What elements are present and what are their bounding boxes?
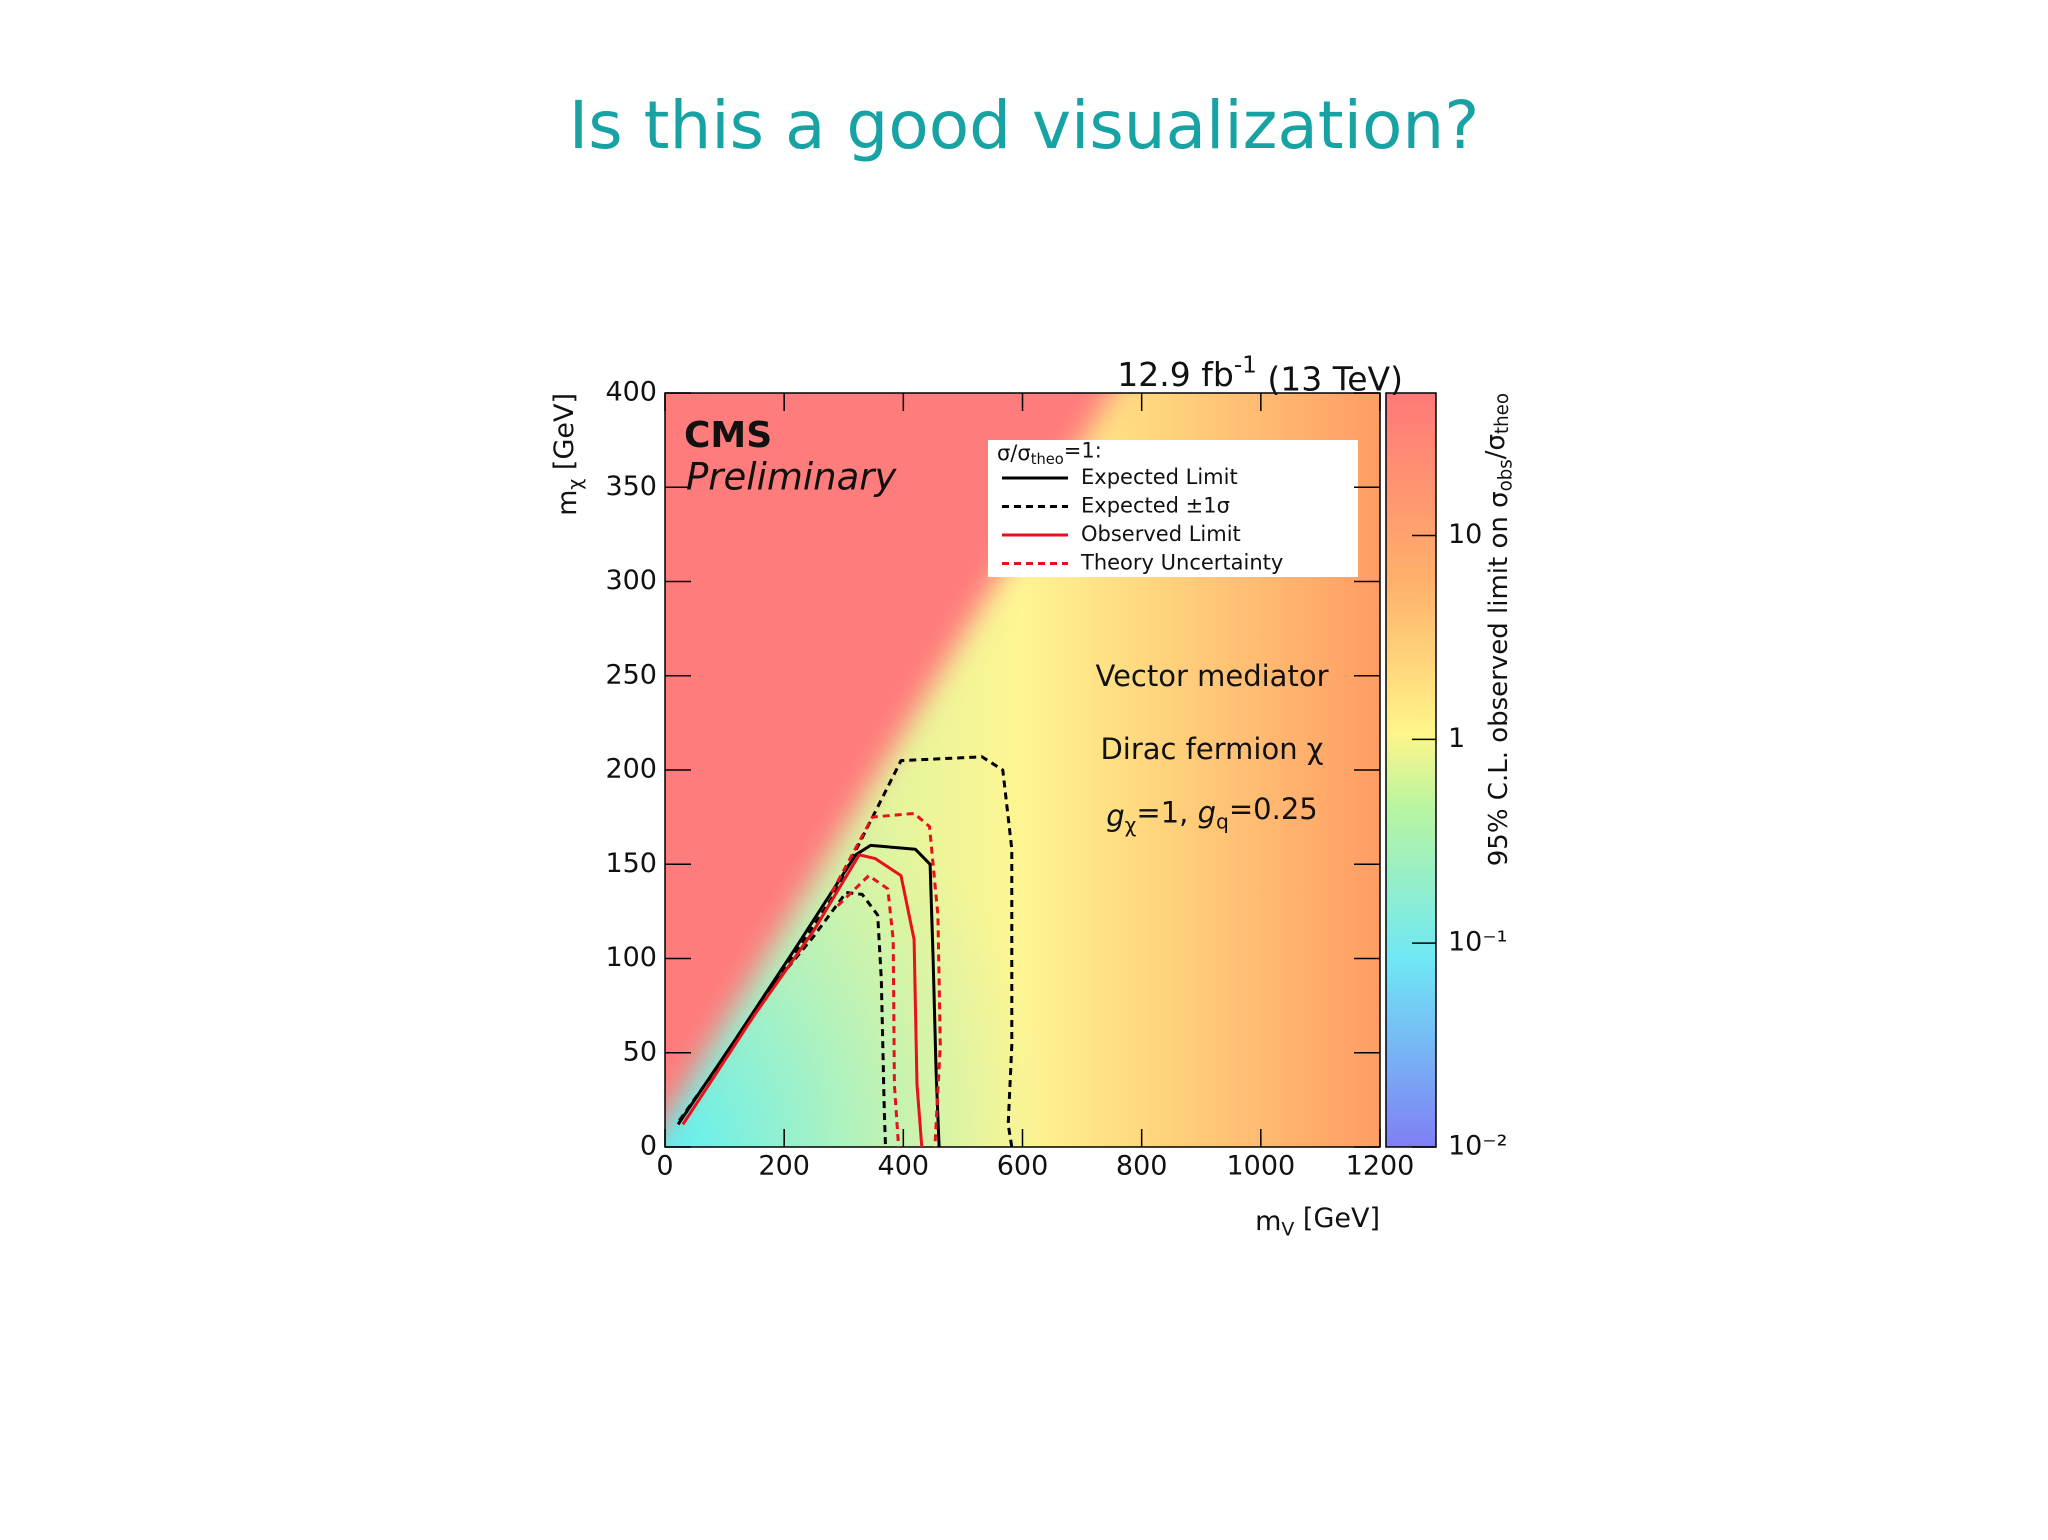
colorbar-label-part: theo: [1492, 393, 1513, 434]
annotation-part: Vector mediator: [1096, 659, 1329, 693]
x-tick-label: 1000: [1226, 1151, 1295, 1182]
legend-label: Expected ±1σ: [1081, 494, 1230, 518]
annotation-part: χ: [1125, 813, 1137, 837]
y-tick-label: 0: [640, 1131, 657, 1162]
y-tick-label: 350: [605, 471, 657, 502]
annotation: Dirac fermion χ: [1100, 732, 1323, 766]
y-tick-label: 400: [605, 377, 657, 408]
colorbar-label-part: obs: [1495, 459, 1516, 491]
x-axis-label: mV [GeV]: [1255, 1202, 1380, 1240]
colorbar-frame: [1385, 392, 1437, 1148]
x-tick-label: 200: [758, 1151, 810, 1182]
colorbar-tick-label: 10: [1448, 519, 1482, 550]
x-tick-label: 400: [878, 1151, 930, 1182]
y-tick-label: 250: [605, 659, 657, 690]
annotation: Vector mediator: [1096, 659, 1329, 693]
x-axis-label-part: m: [1255, 1206, 1281, 1237]
luminosity-label-part: (13 TeV): [1257, 359, 1403, 398]
contour-line: [676, 843, 941, 1148]
experiment-label: CMS: [684, 415, 772, 456]
legend-title: σ/σtheo=1:: [997, 438, 1102, 467]
annotation-part: q: [1216, 809, 1229, 833]
legend-title-part: theo: [1031, 451, 1064, 468]
y-tick-label: 300: [605, 565, 657, 596]
x-tick-label: 0: [656, 1151, 673, 1182]
annotation: gχ=1, gq=0.25: [1106, 792, 1318, 837]
legend-label: Expected Limit: [1081, 465, 1238, 489]
slide-title: Is this a good visualization?: [569, 87, 1479, 164]
annotation-part: g: [1106, 799, 1124, 833]
x-tick-label: 600: [997, 1151, 1049, 1182]
status-label: Preliminary: [686, 456, 898, 499]
y-axis-label-part: m: [552, 490, 583, 516]
annotation-part: =0.25: [1229, 792, 1318, 826]
colorbar-label: 95% C.L. observed limit on σobs/σtheo: [1480, 393, 1516, 866]
luminosity-label-part: -1: [1234, 352, 1257, 378]
luminosity-label-part: 12.9 fb: [1117, 355, 1234, 394]
x-axis-label-part: [GeV]: [1294, 1202, 1380, 1233]
contour-line: [681, 853, 924, 1148]
colorbar-tick-label: 10⁻²: [1448, 1131, 1507, 1162]
colorbar-label-part: /σ: [1480, 434, 1510, 459]
legend-label: Observed Limit: [1081, 522, 1241, 546]
colorbar-label-part: 95% C.L. observed limit on σ: [1484, 491, 1514, 866]
luminosity-label: 12.9 fb-1 (13 TeV): [1117, 352, 1403, 398]
legend-box: [988, 440, 1358, 577]
colorbar-tick-label: 1: [1448, 723, 1465, 754]
y-tick-label: 100: [605, 942, 657, 973]
legend-title-part: =1:: [1064, 438, 1102, 462]
contour-line: [830, 811, 942, 1148]
y-axis-label: mχ [GeV]: [548, 393, 586, 516]
colorbar-tick-label: 10⁻¹: [1448, 927, 1507, 958]
x-axis-label-part: V: [1281, 1218, 1294, 1240]
y-tick-label: 150: [605, 848, 657, 879]
y-axis-label-part: [GeV]: [548, 393, 579, 479]
legend-title-part: σ/σ: [997, 441, 1031, 465]
contour-line: [678, 755, 1014, 1148]
legend-label: Theory Uncertainty: [1080, 551, 1283, 575]
annotation-part: Dirac fermion χ: [1100, 732, 1323, 766]
annotation-part: =1,: [1136, 796, 1197, 830]
y-tick-label: 50: [623, 1036, 657, 1067]
x-tick-label: 800: [1116, 1151, 1168, 1182]
y-tick-label: 200: [605, 754, 657, 785]
y-axis-label-part: χ: [564, 479, 586, 490]
annotation-part: g: [1198, 796, 1216, 830]
colorbar: [1386, 393, 1436, 1147]
x-tick-label: 1200: [1346, 1151, 1415, 1182]
